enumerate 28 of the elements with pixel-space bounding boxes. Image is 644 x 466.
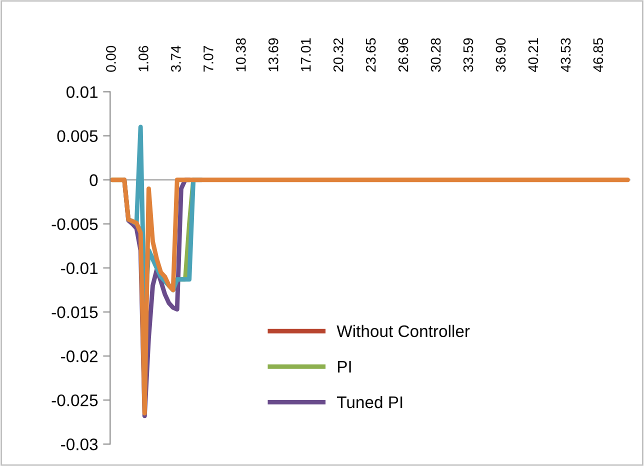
x-tick-label: 43.53 (560, 38, 571, 72)
y-tick-label: -0.03 (61, 438, 98, 450)
x-tick-label: 23.65 (366, 38, 376, 72)
y-tick-label: 0.01 (66, 86, 98, 98)
x-tick-label: 26.96 (398, 38, 408, 72)
x-tick-label: 30.28 (430, 38, 441, 72)
y-tick-label: -0.02 (61, 350, 98, 362)
x-tick-label: 1.06 (138, 46, 148, 72)
legend-label: Without Controller (336, 324, 470, 338)
x-tick-label: 3.74 (171, 46, 181, 72)
y-tick-label: -0.015 (52, 306, 98, 318)
x-tick-label: 0.00 (106, 46, 116, 72)
x-tick-label: 10.38 (236, 38, 246, 72)
y-tick-label: -0.01 (61, 262, 98, 274)
legend-label: Tuned PI (337, 396, 402, 408)
x-tick-label: 13.69 (268, 38, 278, 72)
y-tick-label: -0.005 (52, 218, 98, 230)
x-tick-label: 36.90 (496, 38, 506, 72)
legend-label: PI (338, 361, 351, 372)
x-tick-label: 17.01 (300, 38, 311, 72)
x-tick-label: 7.07 (203, 46, 214, 72)
x-tick-label: 40.21 (528, 38, 538, 72)
x-tick-label: 20.32 (333, 38, 344, 72)
y-tick-label: 0.005 (57, 130, 98, 142)
y-tick-label: 0 (90, 174, 98, 186)
y-tick-label: -0.025 (52, 394, 98, 406)
x-tick-label: 33.59 (463, 38, 474, 72)
x-tick-label: 46.85 (593, 38, 604, 72)
